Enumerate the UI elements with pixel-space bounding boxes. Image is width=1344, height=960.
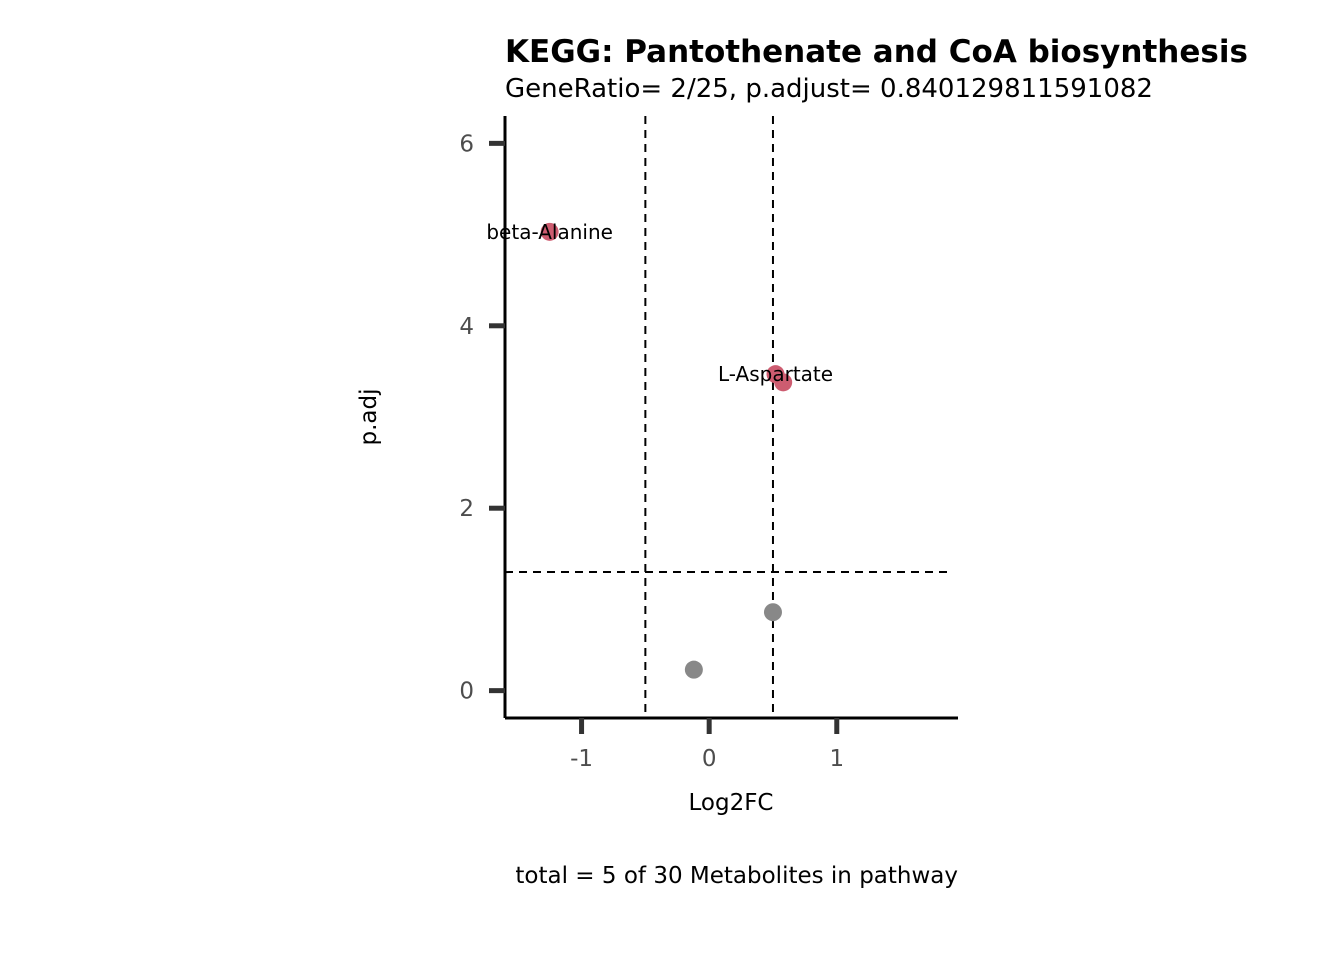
data-point-4: [684, 660, 703, 679]
y-axis-ticks: 0 2 4 6: [459, 131, 505, 705]
point-label-0: beta-Alanine: [486, 220, 613, 244]
data-point-labels: beta-Alanine L-Aspartate: [486, 220, 833, 386]
x-tick-label-0: -1: [570, 746, 593, 772]
y-tick-label-1: 2: [459, 496, 474, 522]
x-tick-label-2: 1: [829, 746, 844, 772]
chart-title: KEGG: Pantothenate and CoA biosynthesis: [505, 34, 1248, 70]
threshold-lines: [505, 116, 950, 718]
y-axis-title: p.adj: [356, 389, 382, 446]
y-tick-label-0: 0: [459, 679, 474, 705]
x-axis-title: Log2FC: [688, 790, 773, 816]
data-point-2: [774, 373, 793, 392]
data-points: [540, 222, 793, 679]
chart-caption: total = 5 of 30 Metabolites in pathway: [515, 863, 958, 889]
point-label-1: L-Aspartate: [718, 362, 833, 386]
x-tick-label-1: 0: [702, 746, 717, 772]
data-point-3: [763, 603, 782, 622]
chart-subtitle: GeneRatio= 2/25, p.adjust= 0.84012981159…: [505, 74, 1153, 104]
y-tick-label-2: 4: [459, 314, 474, 340]
y-tick-label-3: 6: [459, 131, 474, 157]
data-point-0: [540, 222, 559, 241]
x-axis-ticks: -1 0 1: [570, 718, 844, 772]
